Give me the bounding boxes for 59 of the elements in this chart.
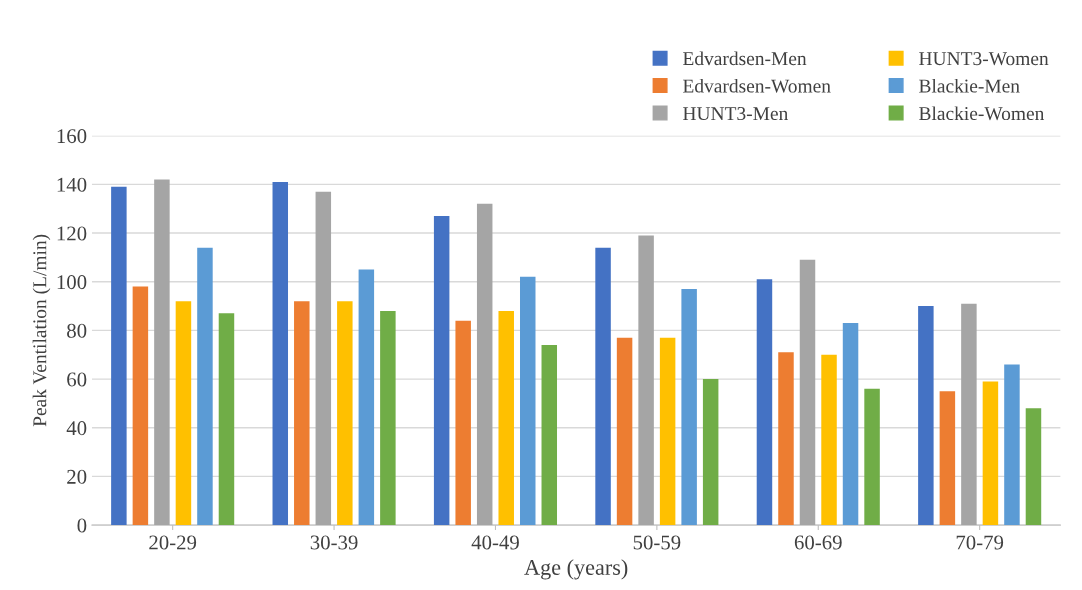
bar [455,320,471,526]
y-tick-label: 40 [66,421,87,436]
bar [498,310,514,526]
bar [111,186,127,526]
bar [380,310,396,526]
bar [337,301,353,526]
x-tick-label: 60-69 [794,535,842,550]
bar [799,259,816,526]
y-tick-label: 160 [57,129,87,144]
bar [433,216,450,526]
bar [961,303,977,526]
legend-label: Edvardsen-Men [683,51,807,66]
legend-label: Blackie-Women [919,106,1045,121]
y-axis-title: Peak Ventilation (L/min) [32,234,51,427]
bar [681,289,697,526]
bar [272,181,289,526]
bar [638,235,654,526]
bar [842,323,859,526]
bar [659,337,676,526]
bar [154,179,170,526]
x-tick-label: 70-79 [956,535,1004,550]
bar [778,352,794,526]
bar [294,301,310,526]
bar [821,354,837,526]
legend-label: HUNT3-Women [919,52,1049,66]
bar [982,381,999,526]
x-tick-label: 20-29 [149,535,197,550]
x-axis-title: Age (years) [524,559,628,580]
y-tick-label: 60 [67,372,87,387]
x-tick-label: 40-49 [471,535,519,550]
bar [1025,408,1042,526]
bar [476,203,493,526]
bar [939,391,956,526]
bar [132,286,149,526]
bar [197,247,213,526]
bar [616,337,633,526]
bar [315,191,332,526]
bar [918,306,934,526]
x-tick-label: 30-39 [310,535,358,550]
y-tick-label: 100 [57,275,87,290]
y-tick-label: 20 [67,469,87,484]
x-tick-label: 50-59 [633,535,681,550]
y-tick-label: 80 [67,323,87,338]
bar [595,247,611,526]
legend-label: HUNT3-Men [683,107,788,121]
bar [864,388,880,526]
y-tick-label: 0 [77,518,87,533]
bar [358,269,375,526]
bar [520,276,536,526]
y-tick-label: 120 [57,226,87,241]
y-tick-label: 140 [57,177,87,192]
bar [702,379,719,526]
bar [756,279,773,526]
legend-label: Blackie-Men [919,78,1020,93]
bar [1004,364,1020,526]
bar [541,345,558,526]
legend-label: Edvardsen-Women [683,78,831,93]
bar [175,301,192,526]
bar [218,313,235,526]
